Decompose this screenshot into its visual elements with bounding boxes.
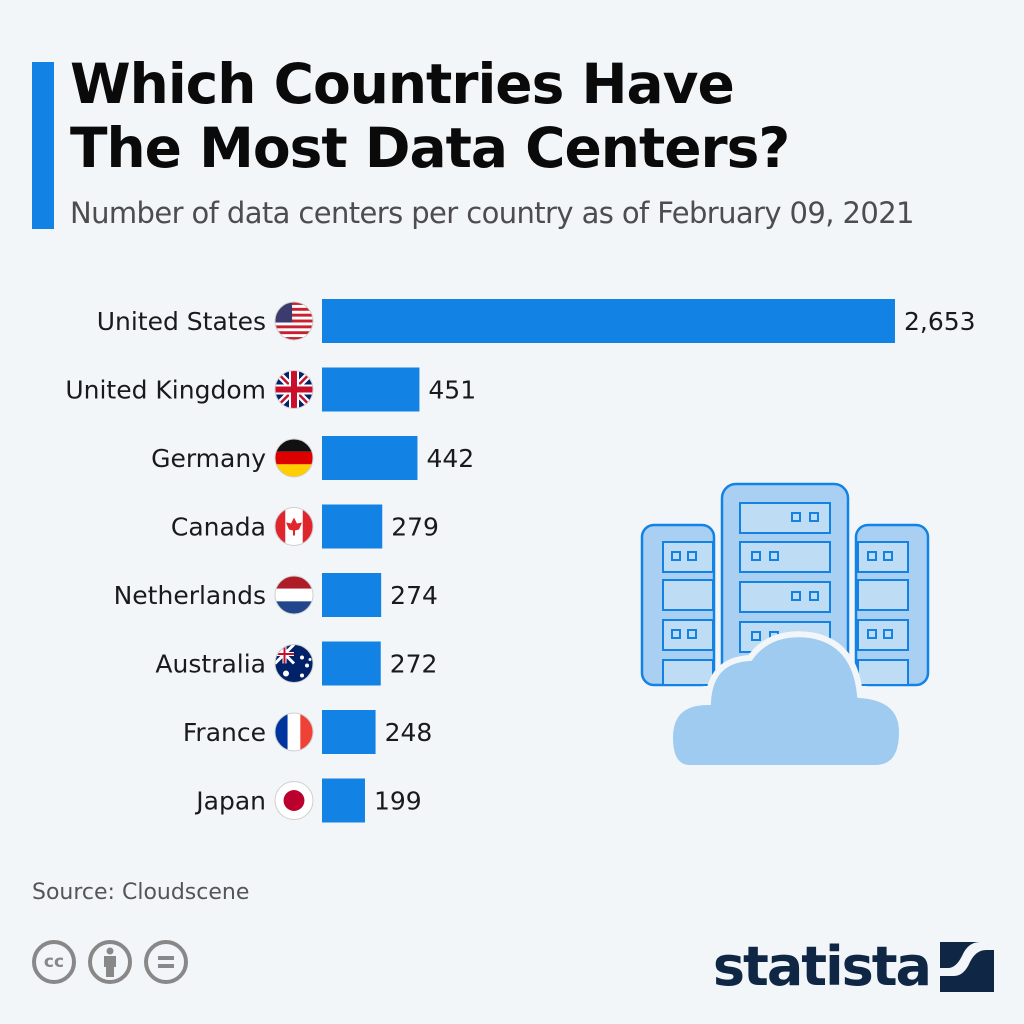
bar-row: Australia 272 bbox=[155, 641, 438, 686]
bar bbox=[322, 504, 383, 549]
bar bbox=[322, 778, 365, 823]
flag-part bbox=[275, 302, 313, 305]
statista-logo-icon bbox=[940, 941, 994, 992]
bar bbox=[322, 710, 376, 754]
flag-us-icon bbox=[275, 302, 313, 340]
flag-part bbox=[275, 464, 313, 477]
bar-row: United Kingdom 451 bbox=[65, 367, 476, 412]
flag-part bbox=[275, 576, 313, 589]
value-label: 2,653 bbox=[904, 307, 976, 336]
flag-border bbox=[274, 712, 314, 752]
flag-gb-icon bbox=[275, 370, 313, 409]
bar bbox=[322, 573, 382, 617]
bar-row: France 248 bbox=[183, 710, 432, 754]
value-label: 248 bbox=[385, 718, 433, 747]
flag-part bbox=[275, 319, 313, 323]
license-icons: cc bbox=[32, 940, 188, 984]
category-label: Australia bbox=[155, 650, 266, 679]
value-label: 451 bbox=[428, 376, 476, 405]
flag-part bbox=[275, 588, 313, 602]
category-label: United States bbox=[97, 307, 266, 336]
flag-part bbox=[300, 655, 304, 660]
flag-fr-icon bbox=[275, 713, 313, 751]
bar bbox=[322, 367, 420, 412]
category-label: Japan bbox=[194, 787, 266, 816]
flag-border bbox=[274, 781, 314, 820]
bar bbox=[322, 436, 418, 480]
server-cloud-icon bbox=[640, 482, 930, 771]
flag-part bbox=[300, 713, 313, 751]
value-label: 272 bbox=[390, 650, 438, 679]
value-label: 279 bbox=[391, 513, 439, 542]
flag-border bbox=[274, 644, 314, 683]
category-label: France bbox=[183, 718, 266, 747]
flag-part bbox=[308, 658, 312, 661]
statista-logo[interactable]: statista bbox=[713, 935, 994, 998]
flag-jp-icon bbox=[275, 781, 313, 820]
flag-part bbox=[283, 790, 305, 811]
no-derivatives-icon[interactable] bbox=[144, 940, 188, 984]
flag-part bbox=[275, 386, 313, 393]
flag-ca-icon bbox=[275, 507, 313, 546]
value-label: 274 bbox=[390, 581, 438, 610]
page-title: Which Countries Have The Most Data Cente… bbox=[70, 52, 790, 180]
brand-name: statista bbox=[712, 935, 932, 998]
flag-part bbox=[287, 713, 301, 751]
flag-part bbox=[275, 313, 313, 317]
cc-icon[interactable]: cc bbox=[32, 940, 76, 984]
bar bbox=[322, 299, 895, 343]
flag-part bbox=[302, 507, 313, 546]
category-label: Canada bbox=[171, 513, 266, 542]
flag-part bbox=[275, 337, 313, 340]
flag-part bbox=[275, 325, 313, 329]
source-note: Source: Cloudscene bbox=[32, 880, 250, 905]
flag-part bbox=[283, 670, 289, 677]
bar-row: Netherlands 274 bbox=[114, 573, 438, 617]
flag-part bbox=[275, 713, 288, 751]
bar-chart: United States 2,653 United Kingdom 451 Germa… bbox=[65, 299, 976, 823]
flag-border bbox=[274, 370, 314, 409]
value-label: 199 bbox=[374, 787, 422, 816]
bar bbox=[322, 641, 381, 686]
flag-border bbox=[274, 507, 314, 546]
flag-part bbox=[275, 653, 294, 655]
bar-row: Germany 442 bbox=[151, 436, 474, 480]
flag-de-icon bbox=[275, 439, 313, 477]
flag-border bbox=[274, 575, 314, 615]
title-line-2: The Most Data Centers? bbox=[70, 116, 790, 180]
flag-part bbox=[275, 331, 313, 335]
flag-part bbox=[305, 663, 309, 668]
category-label: United Kingdom bbox=[65, 376, 266, 405]
flag-part bbox=[300, 673, 304, 678]
value-label: 442 bbox=[426, 444, 474, 473]
bar-row: Japan 199 bbox=[194, 778, 422, 823]
flag-part bbox=[275, 507, 286, 546]
flag-part bbox=[275, 307, 313, 311]
category-label: Netherlands bbox=[114, 581, 266, 610]
bar-row: Canada 279 bbox=[171, 504, 439, 549]
flag-border bbox=[274, 438, 314, 478]
flag-border bbox=[274, 301, 314, 341]
flag-part bbox=[275, 439, 313, 452]
attribution-icon[interactable] bbox=[88, 940, 132, 984]
accent-bar bbox=[32, 62, 54, 229]
flag-nl-icon bbox=[275, 576, 313, 614]
category-label: Germany bbox=[151, 444, 266, 473]
flag-part bbox=[286, 517, 302, 536]
flag-part bbox=[275, 601, 313, 614]
bar-row: United States 2,653 bbox=[97, 299, 976, 343]
flag-part bbox=[275, 451, 313, 465]
title-line-1: Which Countries Have bbox=[70, 52, 735, 116]
subtitle: Number of data centers per country as of… bbox=[70, 196, 915, 230]
